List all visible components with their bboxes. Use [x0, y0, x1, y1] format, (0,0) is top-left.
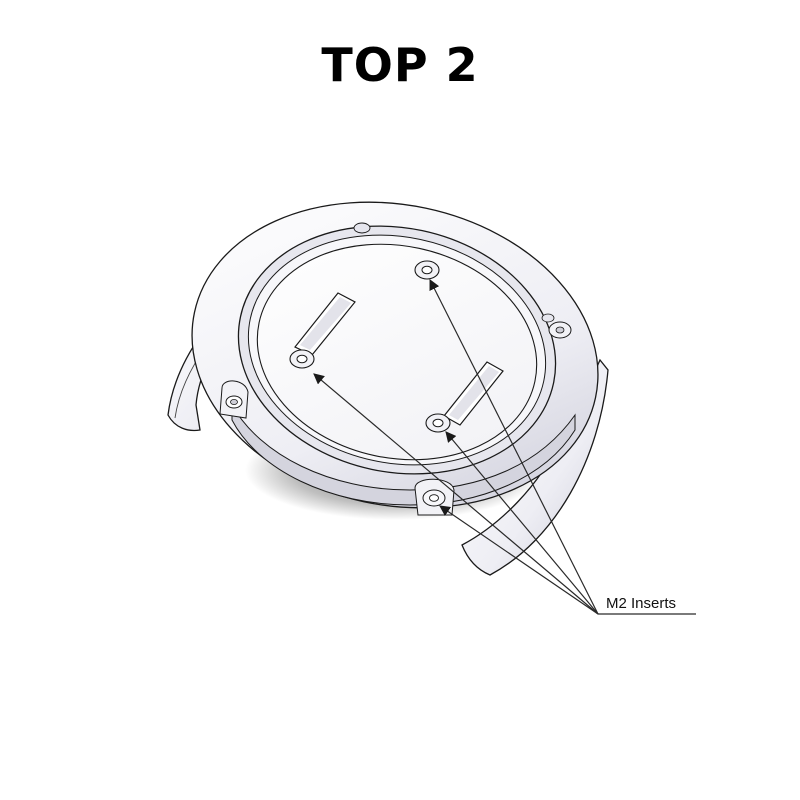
- body-side-wall: [231, 403, 576, 506]
- leader-line-left: [313, 373, 599, 615]
- insert-boss-bottom: [414, 478, 455, 516]
- leader-line-bottom: [439, 505, 599, 615]
- leader-line-top: [429, 279, 599, 615]
- mount-tab-left: [219, 380, 249, 419]
- callout-label: M2 Inserts: [606, 595, 676, 612]
- mount-tab-right: [548, 321, 572, 339]
- slot-right: [443, 361, 504, 426]
- insert-boss-left: [289, 349, 315, 369]
- insert-boss-center: [425, 413, 451, 433]
- page-title: TOP 2: [321, 38, 479, 92]
- mount-tab-right-upper: [541, 313, 555, 323]
- mount-tab-top: [353, 222, 371, 234]
- callout-leaders: [313, 279, 696, 615]
- insert-boss-top: [414, 260, 440, 280]
- leader-line-center: [445, 431, 599, 615]
